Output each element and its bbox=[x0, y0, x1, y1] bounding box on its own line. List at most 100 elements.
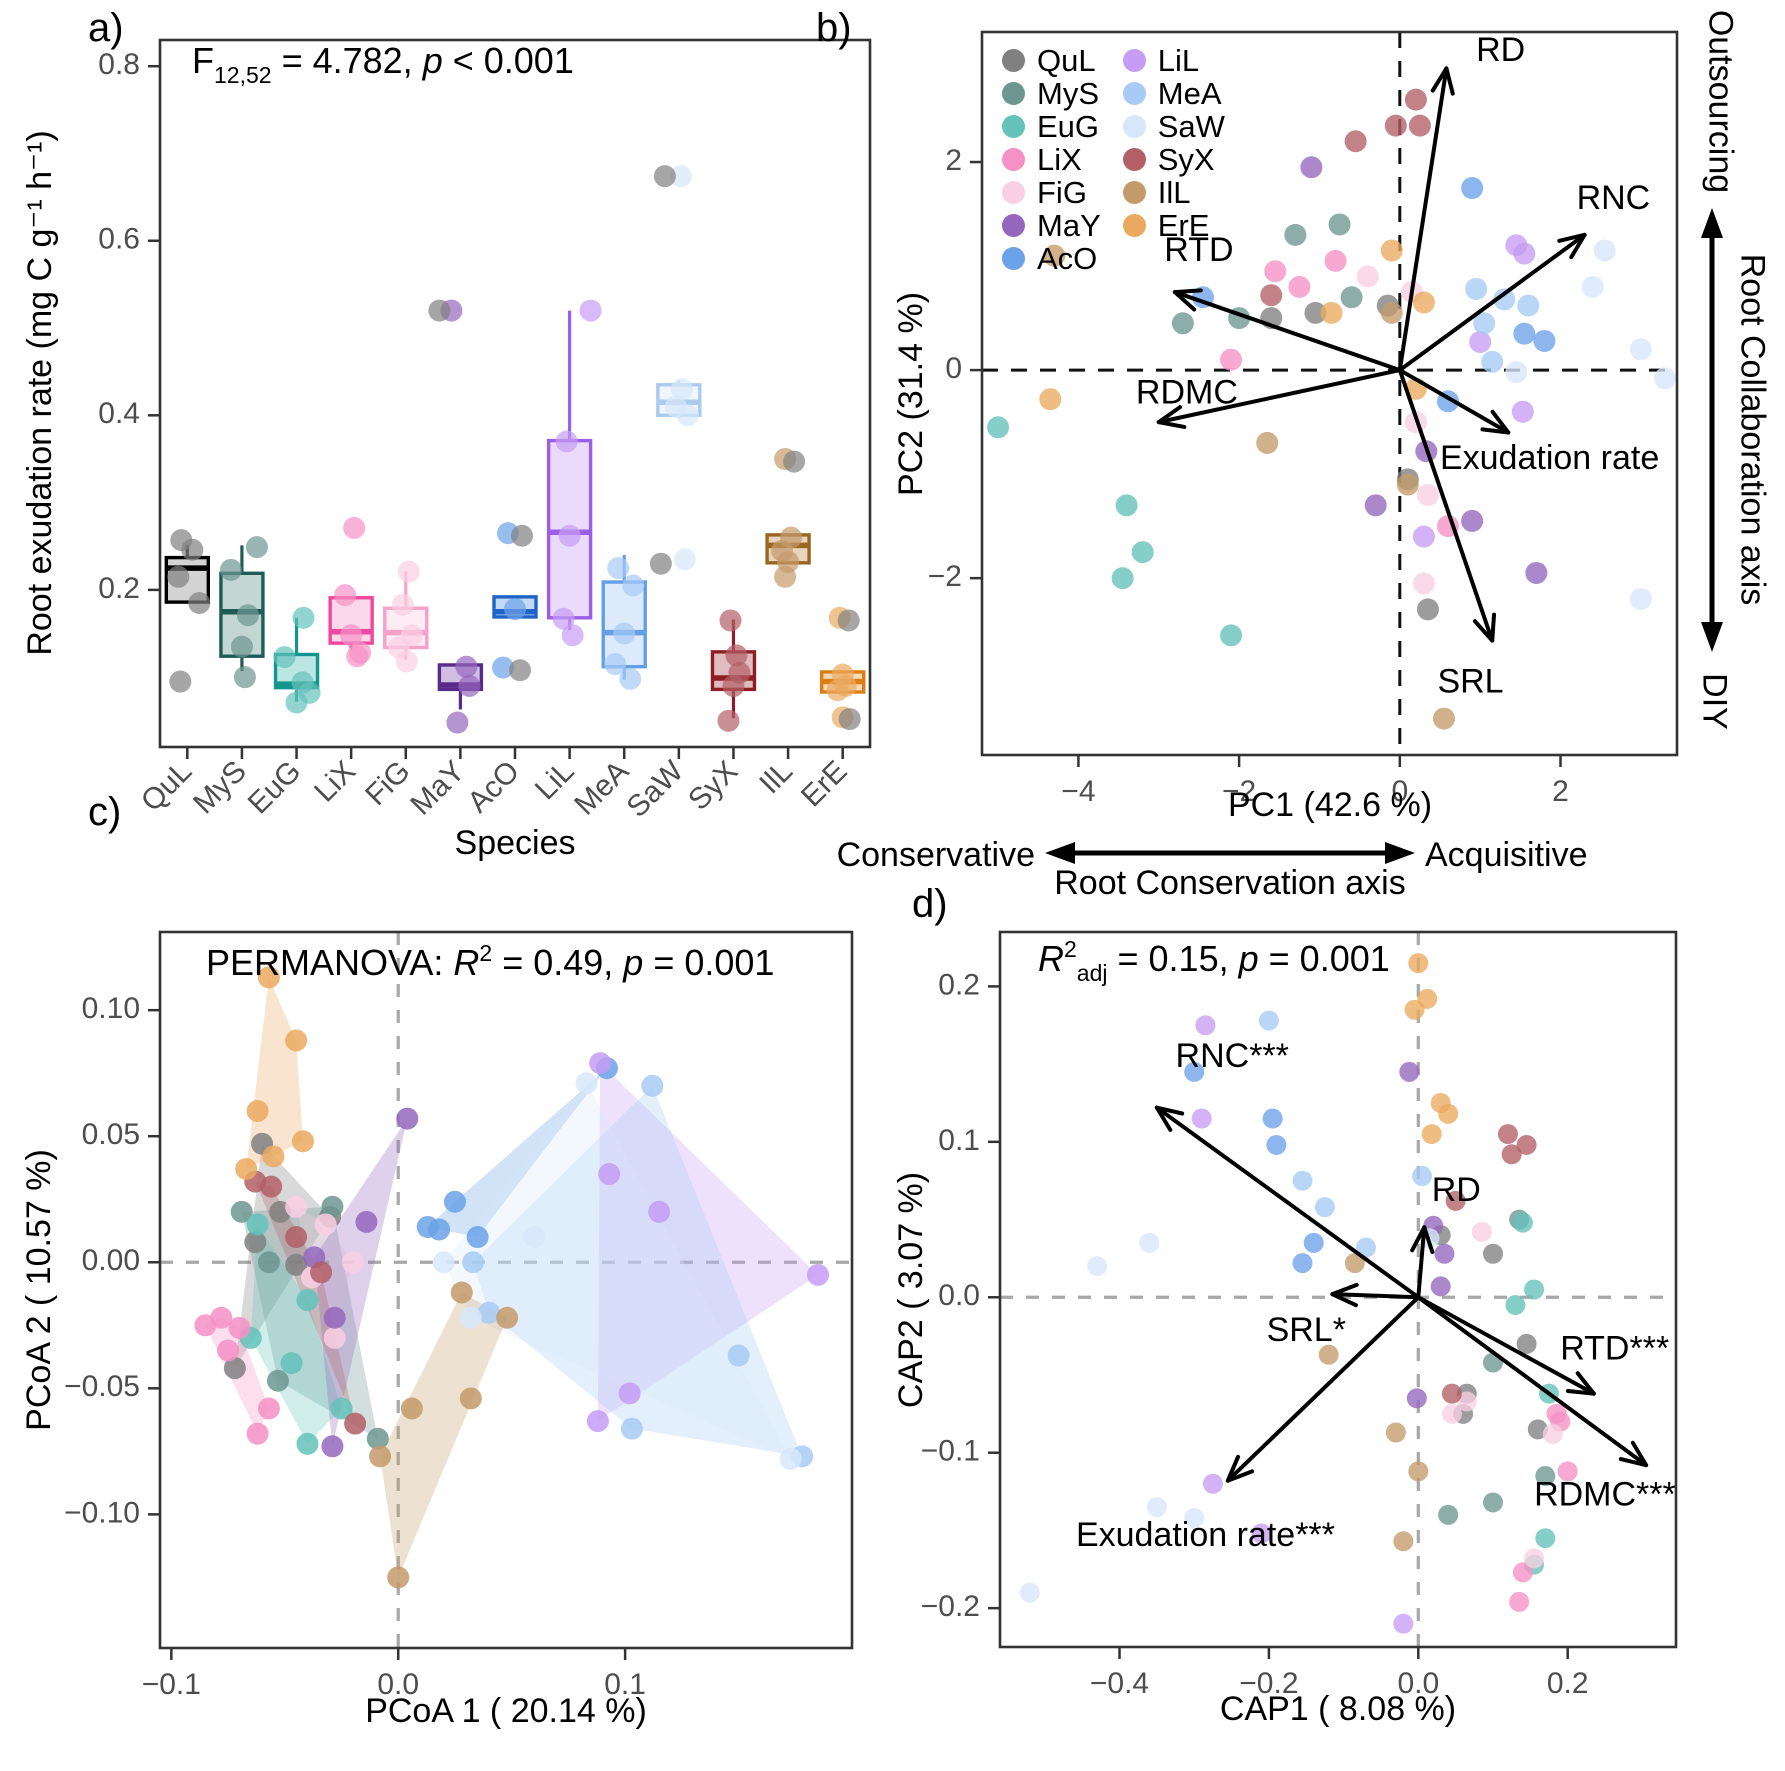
x-tick-label: −4 bbox=[1061, 775, 1095, 808]
data-point-MyS bbox=[257, 1251, 280, 1274]
data-point-LiL bbox=[618, 1382, 641, 1405]
data-point-ErE bbox=[1404, 999, 1425, 1020]
legend-label: ErE bbox=[1157, 207, 1210, 243]
legend-swatch-AcO bbox=[1002, 247, 1025, 270]
jitter-point-EuG bbox=[292, 606, 315, 629]
data-point-LiX bbox=[228, 1316, 251, 1339]
data-point-AcO bbox=[466, 1226, 489, 1249]
data-point-EuG bbox=[330, 1397, 353, 1420]
legend-swatch-FiG bbox=[1002, 181, 1025, 204]
data-point-MeA bbox=[462, 1251, 485, 1274]
legend-item-IlL: IlL bbox=[1122, 174, 1225, 210]
jitter-point-QuL bbox=[167, 565, 190, 588]
loading-arrow-SRL* bbox=[1332, 1292, 1419, 1300]
data-point-SyX bbox=[1501, 1144, 1522, 1165]
data-point-SyX bbox=[1497, 1124, 1518, 1145]
panel-label-a: a) bbox=[88, 6, 124, 50]
data-point-SyX bbox=[1384, 114, 1407, 137]
panel-c-stat: PERMANOVA: R2 = 0.49, p = 0.001 bbox=[206, 940, 775, 983]
data-point-SyX bbox=[1260, 284, 1283, 307]
data-point-MeA bbox=[1412, 1166, 1433, 1187]
data-point-SaW bbox=[523, 1226, 546, 1249]
data-point-IlL bbox=[1385, 1422, 1406, 1443]
data-point-MaY bbox=[396, 1107, 419, 1130]
arrow-label-SRL: SRL bbox=[1437, 663, 1503, 701]
legend-item-LiX: LiX bbox=[1002, 142, 1101, 177]
species-tick-ErE: ErE bbox=[795, 755, 854, 814]
data-point-MyS bbox=[1482, 1492, 1503, 1513]
jitter-point-AcO bbox=[509, 659, 531, 682]
legend-swatch-SaW bbox=[1122, 115, 1146, 138]
data-point-IlL bbox=[369, 1445, 392, 1468]
data-point-SaW bbox=[1593, 239, 1616, 262]
x-tick-label: −0.2 bbox=[1239, 1667, 1298, 1700]
data-point-LiX bbox=[1512, 1562, 1533, 1583]
data-point-IlL bbox=[1393, 1531, 1414, 1552]
data-point-SyX bbox=[285, 1226, 308, 1249]
conservation-axis-label: Root Conservation axis bbox=[1054, 864, 1406, 902]
panel-c: −0.1 0.0 0.1 0.10 0.05 0.00 −0.05 −0.10 bbox=[64, 930, 854, 1701]
data-point-QuL bbox=[223, 1357, 246, 1380]
arrow-label-RD: RD bbox=[1432, 1171, 1481, 1209]
data-point-MeA bbox=[620, 1417, 643, 1440]
legend-item-FiG: FiG bbox=[1002, 174, 1101, 210]
data-point-SyX bbox=[1408, 114, 1431, 137]
conservation-axis-left-label: Conservative bbox=[836, 836, 1035, 874]
data-point-EuG bbox=[987, 416, 1010, 439]
jitter-point-SyX bbox=[722, 674, 745, 697]
hull-MaY bbox=[314, 1118, 408, 1447]
data-point-SaW bbox=[575, 1072, 598, 1095]
data-point-LiL bbox=[1511, 400, 1534, 423]
jitter-point-LiL bbox=[552, 607, 575, 630]
stat-a-F: F bbox=[192, 40, 214, 81]
x-tick-label: 0.1 bbox=[604, 1668, 646, 1701]
data-point-SaW bbox=[1184, 1507, 1205, 1528]
y-tick-label: 0.2 bbox=[938, 968, 980, 1001]
data-point-ErE bbox=[257, 966, 280, 989]
legend-label: FiG bbox=[1037, 174, 1087, 210]
legend-label: IlL bbox=[1157, 174, 1191, 210]
loading-arrow-Exudation rate*** bbox=[1226, 1295, 1420, 1483]
hull-EuG bbox=[250, 1224, 342, 1444]
data-point-SyX bbox=[1516, 1134, 1537, 1155]
data-point-SaW bbox=[1581, 275, 1604, 298]
species-tick-FiG: FiG bbox=[359, 755, 417, 813]
x-tick-label: −0.1 bbox=[142, 1668, 201, 1701]
y-tick-label: 2 bbox=[945, 144, 962, 177]
data-point-FiG bbox=[341, 1251, 364, 1274]
data-point-IlL bbox=[387, 1566, 410, 1589]
data-point-MyS bbox=[1535, 1466, 1556, 1487]
data-point-LiL bbox=[1195, 1015, 1216, 1036]
data-point-QuL bbox=[1416, 598, 1439, 621]
data-point-LiL bbox=[806, 1263, 829, 1286]
data-point-AcO bbox=[1513, 322, 1536, 345]
jitter-point-SyX bbox=[719, 609, 742, 632]
data-point-IlL bbox=[1432, 707, 1455, 730]
x-tick-label: 2 bbox=[1552, 775, 1569, 808]
arrow-label-RDMC: RDMC bbox=[1136, 373, 1238, 411]
legend-label: SaW bbox=[1157, 108, 1225, 144]
jitter-point-MyS bbox=[219, 558, 242, 581]
data-point-ErE bbox=[1412, 291, 1435, 314]
y-tick-label: 0.1 bbox=[938, 1124, 980, 1157]
legend-swatch-LiL bbox=[1122, 49, 1146, 72]
jitter-point-ErE bbox=[838, 708, 861, 731]
data-point-ErE bbox=[1438, 1103, 1459, 1124]
data-point-LiL bbox=[598, 1163, 621, 1186]
species-tick-LiX: LiX bbox=[308, 755, 362, 809]
data-point-EuG bbox=[1535, 1528, 1556, 1549]
jitter-point-AcO bbox=[492, 656, 514, 679]
data-point-LiX bbox=[1557, 1461, 1578, 1482]
legend-label: EuG bbox=[1037, 108, 1100, 144]
data-point-EuG bbox=[246, 1213, 269, 1236]
species-tick-SyX: SyX bbox=[682, 755, 744, 817]
legend-item-SaW: SaW bbox=[1122, 108, 1225, 144]
data-point-LiX bbox=[1324, 249, 1347, 272]
data-point-LiX bbox=[1546, 1403, 1567, 1424]
jitter-point-MaY bbox=[428, 299, 451, 322]
arrow-label-RD: RD bbox=[1476, 31, 1525, 69]
data-point-SaW bbox=[1629, 587, 1652, 610]
data-point-MaY bbox=[1430, 1276, 1451, 1297]
